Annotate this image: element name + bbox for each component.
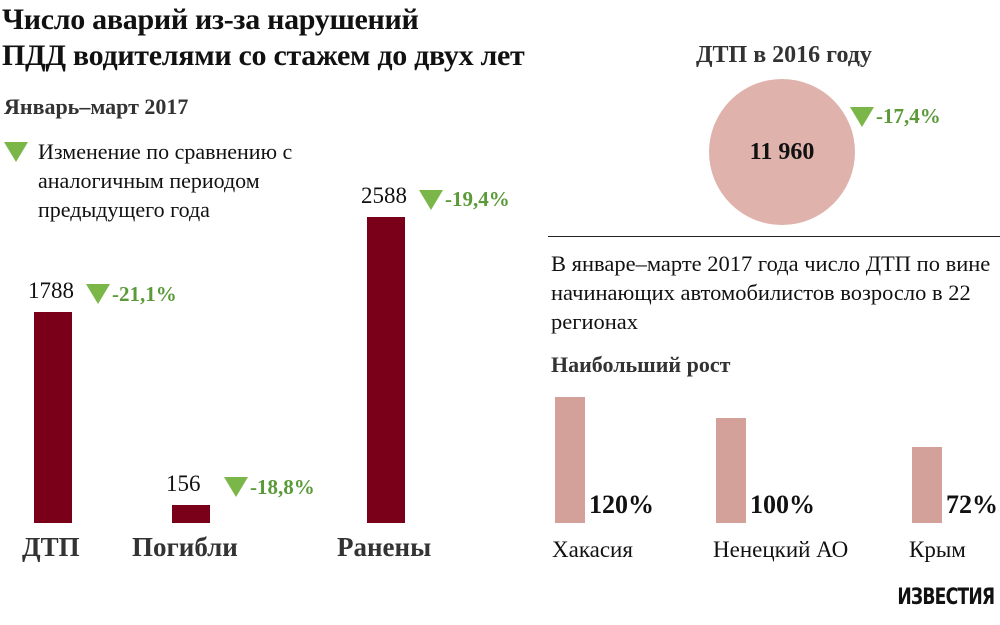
circle-change-value: -17,4% <box>876 104 941 128</box>
legend-text: Изменение по сравнению с аналогичным пер… <box>38 139 293 222</box>
note-text: В январе–марте 2017 года число ДТП по ви… <box>551 251 991 334</box>
region-bar-0 <box>555 397 585 523</box>
region-bar-2 <box>912 447 942 523</box>
subtitle: Январь–март 2017 <box>4 94 189 119</box>
region-label: Хакасия <box>552 537 633 562</box>
title-line-2: ПДД водителями со стажем до двух лет <box>2 39 525 72</box>
category-label: Ранены <box>337 532 432 562</box>
category-label: Погибли <box>132 532 238 562</box>
bar-1 <box>172 504 210 523</box>
divider <box>548 236 1000 237</box>
change-label: -18,8% <box>224 475 315 500</box>
title-line-1: Число аварий из-за нарушений <box>2 3 419 36</box>
region-value-label: 72% <box>946 490 998 519</box>
bar-0 <box>34 311 72 523</box>
circle-2016: 11 960 <box>709 79 855 225</box>
change-label: -19,4% <box>419 187 510 212</box>
change-value: -21,1% <box>112 281 177 306</box>
category-label: ДТП <box>22 532 80 562</box>
change-label: -21,1% <box>86 282 177 307</box>
change-value: -18,8% <box>250 474 315 499</box>
value-label: 1788 <box>28 277 74 303</box>
region-label: Ненецкий АО <box>713 537 849 562</box>
triangle-down-icon <box>4 142 28 162</box>
circle-title: ДТП в 2016 году <box>696 42 872 68</box>
change-value: -19,4% <box>445 187 510 211</box>
circle-change: -17,4% <box>850 104 941 129</box>
region-bar-1 <box>716 418 746 523</box>
triangle-down-icon <box>86 284 110 305</box>
chart-title: Число аварий из-за нарушений ПДД водител… <box>2 2 525 74</box>
triangle-down-icon <box>224 477 248 498</box>
region-value-label: 100% <box>750 490 815 519</box>
triangle-down-icon <box>419 189 443 210</box>
region-label: Крым <box>909 537 966 562</box>
region-value-label: 120% <box>589 490 654 519</box>
region-chart-title: Наибольший рост <box>551 352 731 377</box>
triangle-down-icon <box>850 106 874 127</box>
value-label: 156 <box>166 470 201 496</box>
izvestia-logo: ИЗВЕСТИЯ <box>897 585 995 610</box>
value-label: 2588 <box>361 183 407 208</box>
bar-2 <box>367 217 405 523</box>
circle-value: 11 960 <box>749 138 815 165</box>
